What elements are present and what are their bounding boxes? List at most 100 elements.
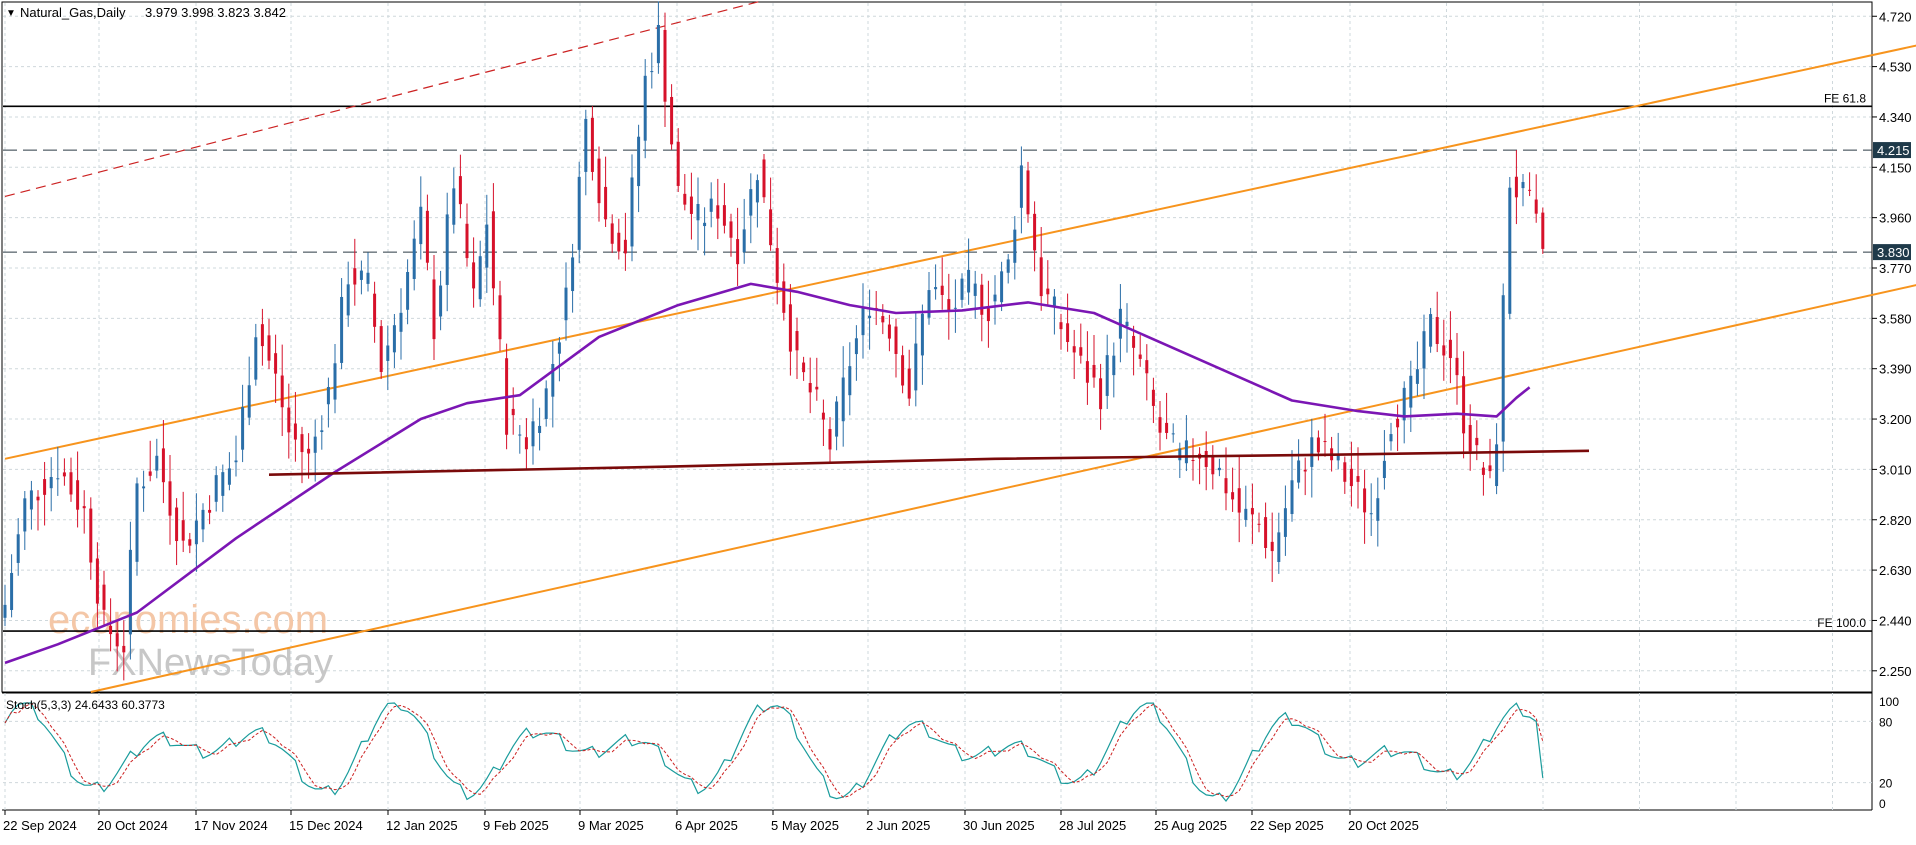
candle-body	[782, 281, 786, 313]
candle-body	[227, 468, 231, 485]
candle-body	[623, 239, 627, 254]
candle-body	[1462, 376, 1466, 434]
trend-line[interactable]	[4, 0, 765, 198]
candle-body	[828, 429, 832, 450]
chart-title: Natural_Gas,Daily	[20, 5, 126, 20]
candle-body	[1488, 465, 1492, 472]
candle-body	[1178, 448, 1182, 461]
stoch-tick-label: 100	[1879, 695, 1899, 709]
moving-average-line[interactable]	[268, 449, 1590, 476]
candle-body	[208, 509, 212, 513]
moving-average-line[interactable]	[4, 282, 1531, 665]
date-tick-label: 28 Jul 2025	[1059, 818, 1126, 833]
price-tick-label: 3.010	[1879, 462, 1912, 477]
candle-body	[1468, 425, 1472, 452]
candle-body	[703, 222, 707, 227]
candle-body	[1435, 317, 1439, 344]
candle-body	[392, 325, 396, 353]
price-tick-label: 4.530	[1879, 60, 1912, 75]
candle-body	[1231, 492, 1235, 500]
candle-body	[1059, 322, 1063, 330]
candle-body	[1019, 165, 1023, 208]
candle-body	[128, 549, 132, 635]
candle-body	[920, 313, 924, 356]
candle-body	[115, 633, 119, 647]
price-tick-label: 4.150	[1879, 160, 1912, 175]
candle-body	[109, 625, 113, 635]
candle-body	[333, 363, 337, 400]
candle-body	[590, 117, 594, 172]
stoch-label: Stoch(5,3,3) 24.6433 60.3773	[6, 698, 165, 712]
candle-body	[1422, 331, 1426, 369]
candle-body	[815, 386, 819, 390]
candle-body	[353, 268, 357, 285]
candle-body	[907, 368, 911, 399]
candle-body	[1389, 434, 1393, 442]
watermark-line1: economies.com	[48, 598, 328, 642]
candle-body	[1000, 271, 1004, 303]
candle-body	[29, 490, 33, 510]
candle-body	[491, 211, 495, 289]
candle-body	[49, 476, 53, 489]
candle-body	[260, 324, 264, 347]
candle-body	[637, 136, 641, 187]
candle-body	[643, 75, 647, 141]
candle-body	[458, 176, 462, 205]
candle-body	[1429, 314, 1433, 347]
candle-body	[320, 430, 324, 433]
trend-line[interactable]	[4, 14, 1916, 460]
candle-body	[795, 331, 799, 351]
candle-body	[960, 278, 964, 300]
candle-body	[1085, 361, 1089, 383]
candle-body	[729, 221, 733, 238]
price-tick-label: 2.630	[1879, 563, 1912, 578]
candle-body	[234, 460, 238, 463]
grid	[3, 3, 1871, 810]
candle-body	[683, 193, 687, 205]
price-tick-label: 3.770	[1879, 261, 1912, 276]
trend-line[interactable]	[90, 252, 1916, 693]
date-tick-label: 6 Apr 2025	[675, 818, 738, 833]
candle-body	[670, 96, 674, 145]
candle-body	[1501, 295, 1505, 442]
candle-body	[1455, 357, 1459, 376]
candle-body	[485, 224, 489, 268]
candle-body	[1448, 339, 1452, 359]
candle-body	[1369, 513, 1373, 515]
candle-body	[1013, 229, 1017, 263]
candle-body	[1541, 212, 1545, 249]
candle-body	[135, 483, 139, 562]
candle-body	[1310, 437, 1314, 467]
candle-body	[1250, 508, 1254, 515]
candle-body	[307, 448, 311, 454]
candle-body	[1145, 360, 1149, 374]
candle-body	[1125, 321, 1129, 327]
candle-body	[597, 158, 601, 204]
candle-body	[373, 293, 377, 327]
candle-body	[604, 186, 608, 220]
candle-body	[808, 383, 812, 393]
candle-body	[1508, 187, 1512, 314]
candle-body	[340, 296, 344, 363]
candle-body	[386, 345, 390, 361]
price-tick-label: 3.200	[1879, 412, 1912, 427]
candle-body	[1277, 532, 1281, 562]
candle-body	[1138, 354, 1142, 359]
candle-body	[1039, 257, 1043, 297]
candle-body	[419, 206, 423, 245]
candle-body	[1211, 456, 1215, 475]
candle-body	[82, 506, 86, 509]
candle-body	[161, 448, 165, 483]
candle-body	[914, 343, 918, 391]
candle-body	[769, 209, 773, 246]
price-tick-label: 4.720	[1879, 9, 1912, 24]
candle-body	[1534, 199, 1538, 214]
watermark-line2: FXNewsToday	[88, 642, 333, 684]
collapse-triangle-icon[interactable]: ▼	[6, 8, 16, 19]
candle-body	[749, 189, 753, 216]
candle-body	[722, 205, 726, 226]
date-tick-label: 20 Oct 2025	[1348, 818, 1419, 833]
stoch-tick-label: 0	[1879, 797, 1886, 811]
candle-body	[571, 257, 575, 292]
